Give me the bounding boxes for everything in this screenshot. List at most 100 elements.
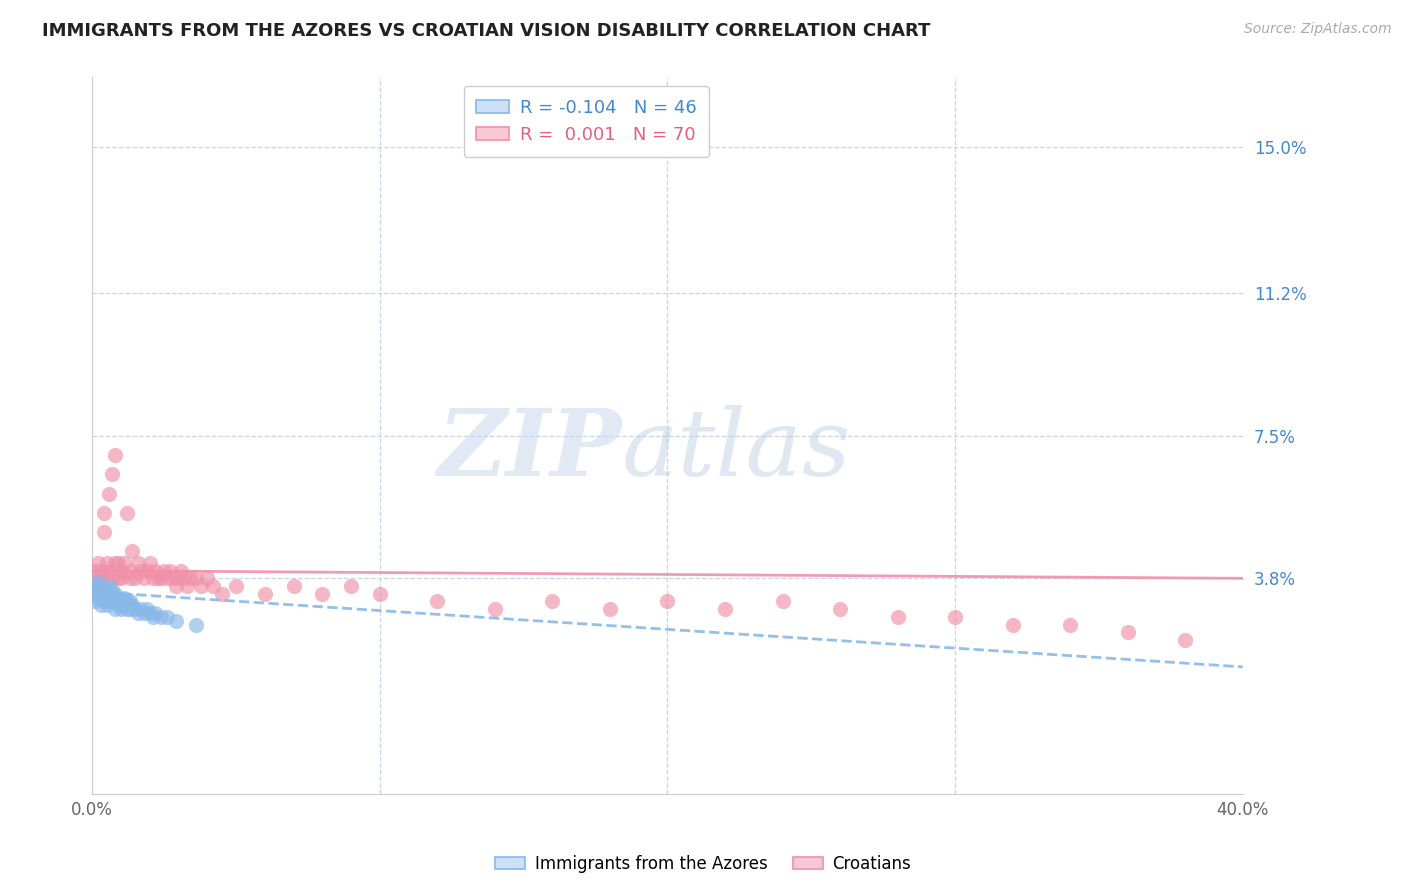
Point — [90, 591, 112, 605]
Point — [135, 564, 157, 578]
Point — [484, 602, 506, 616]
Point — [84, 571, 107, 585]
Point — [84, 587, 107, 601]
Point — [96, 556, 118, 570]
Point — [110, 594, 132, 608]
Legend: Immigrants from the Azores, Croatians: Immigrants from the Azores, Croatians — [488, 848, 918, 880]
Point — [90, 571, 112, 585]
Point — [112, 591, 135, 605]
Legend: R = -0.104   N = 46, R =  0.001   N = 70: R = -0.104 N = 46, R = 0.001 N = 70 — [464, 87, 709, 157]
Point — [176, 579, 198, 593]
Point — [96, 582, 118, 597]
Point — [110, 571, 132, 585]
Text: Source: ZipAtlas.com: Source: ZipAtlas.com — [1244, 22, 1392, 37]
Point — [87, 582, 110, 597]
Point — [253, 587, 276, 601]
Point — [129, 602, 152, 616]
Point — [90, 599, 112, 613]
Point — [159, 564, 181, 578]
Point — [107, 571, 129, 585]
Point — [201, 579, 224, 593]
Point — [135, 602, 157, 616]
Point — [142, 571, 165, 585]
Text: IMMIGRANTS FROM THE AZORES VS CROATIAN VISION DISABILITY CORRELATION CHART: IMMIGRANTS FROM THE AZORES VS CROATIAN V… — [42, 22, 931, 40]
Point — [145, 606, 167, 620]
Point — [93, 587, 115, 601]
Point — [104, 602, 127, 616]
Point — [165, 579, 187, 593]
Point — [104, 448, 127, 462]
Point — [156, 571, 179, 585]
Point — [1001, 617, 1024, 632]
Point — [101, 591, 124, 605]
Point — [87, 591, 110, 605]
Point — [772, 594, 794, 608]
Point — [98, 564, 121, 578]
Point — [311, 587, 333, 601]
Point — [150, 610, 173, 624]
Point — [1174, 632, 1197, 647]
Point — [84, 579, 107, 593]
Point — [142, 610, 165, 624]
Point — [225, 579, 247, 593]
Point — [101, 571, 124, 585]
Point — [714, 602, 737, 616]
Point — [93, 594, 115, 608]
Point — [165, 614, 187, 628]
Point — [170, 564, 193, 578]
Point — [84, 564, 107, 578]
Point — [115, 594, 138, 608]
Point — [541, 594, 564, 608]
Point — [90, 579, 112, 593]
Point — [195, 571, 218, 585]
Point — [118, 594, 141, 608]
Point — [426, 594, 449, 608]
Point — [599, 602, 621, 616]
Point — [96, 591, 118, 605]
Point — [943, 610, 966, 624]
Point — [98, 579, 121, 593]
Point — [84, 594, 107, 608]
Point — [828, 602, 851, 616]
Point — [107, 591, 129, 605]
Point — [93, 506, 115, 520]
Point — [124, 571, 146, 585]
Point — [153, 564, 176, 578]
Point — [96, 599, 118, 613]
Point — [93, 525, 115, 540]
Point — [886, 610, 908, 624]
Point — [90, 564, 112, 578]
Text: ZIP: ZIP — [437, 405, 621, 495]
Point — [132, 571, 155, 585]
Point — [118, 564, 141, 578]
Point — [121, 544, 143, 558]
Point — [211, 587, 233, 601]
Point — [101, 582, 124, 597]
Point — [110, 564, 132, 578]
Point — [156, 610, 179, 624]
Point — [190, 579, 212, 593]
Point — [173, 571, 195, 585]
Point — [87, 579, 110, 593]
Point — [657, 594, 679, 608]
Point — [127, 606, 149, 620]
Point — [115, 506, 138, 520]
Point — [340, 579, 363, 593]
Point — [104, 556, 127, 570]
Point — [98, 594, 121, 608]
Point — [107, 599, 129, 613]
Point — [90, 582, 112, 597]
Point — [98, 587, 121, 601]
Point — [115, 602, 138, 616]
Point — [110, 602, 132, 616]
Point — [127, 556, 149, 570]
Point — [184, 617, 207, 632]
Point — [118, 602, 141, 616]
Point — [148, 571, 170, 585]
Point — [87, 556, 110, 570]
Point — [138, 556, 160, 570]
Point — [162, 571, 184, 585]
Point — [368, 587, 391, 601]
Point — [96, 571, 118, 585]
Point — [145, 564, 167, 578]
